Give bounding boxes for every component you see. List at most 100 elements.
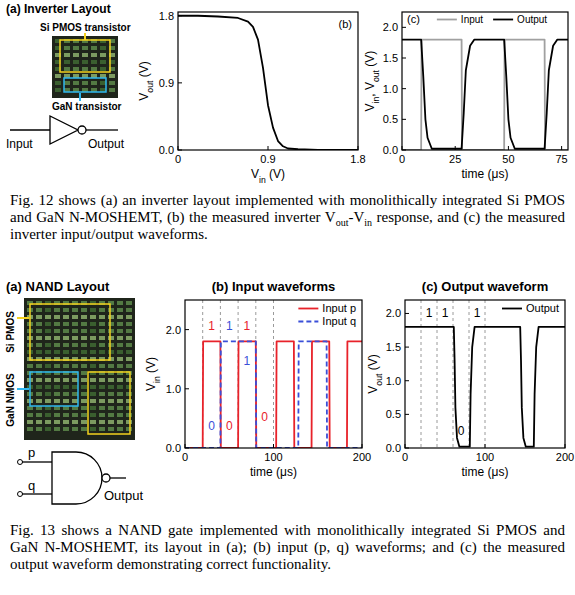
y-tick-label: 2.0	[166, 324, 181, 336]
y-tick-label: 1.5	[383, 52, 398, 64]
chart: 0.00.91.800.91.8Vin (V)Vout (V)(b)	[137, 10, 366, 185]
layout-cell	[126, 301, 132, 305]
y-tick-label: 1.0	[166, 383, 181, 395]
caption-text: Fig. 13 shows a NAND gate implemented wi…	[10, 522, 565, 572]
layout-cell	[117, 399, 123, 403]
label-part: time (μs)	[462, 465, 509, 479]
layout-cell	[36, 399, 42, 403]
layout-cell	[90, 343, 96, 347]
layout-cell	[81, 343, 87, 347]
y-tick	[402, 27, 406, 28]
x-tick	[405, 444, 406, 448]
layout-cell	[108, 427, 114, 431]
series-line	[402, 40, 568, 149]
layout-cell	[36, 392, 42, 396]
layout-cell	[90, 385, 96, 389]
layout-cell	[108, 329, 114, 333]
x-tick-label: 0	[399, 153, 405, 165]
layout-cell	[64, 81, 70, 85]
chart-title: (c)	[407, 13, 420, 25]
layout-cell	[54, 413, 60, 417]
label-part: (V)	[137, 61, 151, 80]
caption-subscript: in	[364, 217, 372, 228]
nand-bubble	[102, 474, 110, 482]
legend-item: Input q	[298, 315, 356, 327]
layout-cell	[64, 67, 70, 71]
annotation: 0	[261, 410, 268, 424]
subscript: out	[374, 373, 384, 386]
layout-cell	[27, 364, 33, 368]
layout-cell	[126, 315, 132, 319]
gate-label: p	[28, 445, 35, 460]
y-tick	[178, 150, 182, 151]
layout-cell	[109, 81, 115, 85]
layout-cell	[73, 81, 79, 85]
arrow	[79, 93, 81, 101]
layout-cell	[81, 427, 87, 431]
y-tick-label: 2.0	[383, 21, 398, 33]
layout-cell	[126, 357, 132, 361]
x-tick-label: 200	[556, 451, 574, 463]
layout-cell	[45, 385, 51, 389]
y-tick	[178, 15, 182, 16]
layout-cell	[72, 308, 78, 312]
caption: Fig. 13 shows a NAND gate implemented wi…	[10, 522, 565, 573]
legend-swatch	[493, 19, 513, 21]
reference-line	[437, 300, 438, 448]
layout-cell	[108, 343, 114, 347]
layout-cell	[45, 343, 51, 347]
gate-wire	[22, 493, 52, 494]
gan-box	[30, 372, 78, 406]
layout-cell	[126, 329, 132, 333]
layout-cell	[99, 315, 105, 319]
layout-cell	[45, 336, 51, 340]
nand-symbol	[52, 452, 102, 504]
plot-frame	[185, 300, 362, 448]
layout-cell	[126, 413, 132, 417]
x-tick	[402, 146, 403, 150]
layout-cell	[126, 385, 132, 389]
layout-cell	[109, 74, 115, 78]
chart: 0.01.02.00100200time (μs)Vin (V)(b) Inpu…	[144, 279, 371, 479]
annotation: 1	[426, 306, 433, 320]
layout-cell	[117, 350, 123, 354]
layout-cell	[117, 336, 123, 340]
legend-label: Output	[526, 302, 559, 314]
y-tick	[405, 313, 409, 314]
layout-cell	[90, 378, 96, 382]
y-tick-label: 2.0	[386, 307, 401, 319]
y-axis-label: Vin (V)	[144, 357, 162, 391]
layout-cell	[81, 322, 87, 326]
layout-cell	[36, 343, 42, 347]
nand-layout-panel: (a) NAND LayoutGaN NMOSSi PMOSpqOutput	[5, 279, 143, 504]
layout-cell	[63, 413, 69, 417]
layout-cell	[64, 46, 70, 50]
label-part: (V)	[363, 51, 377, 70]
series-line	[185, 341, 362, 448]
legend-swatch	[437, 19, 457, 21]
layout-cell	[63, 392, 69, 396]
layout-cell	[126, 420, 132, 424]
layout-cell	[72, 336, 78, 340]
layout-cell	[126, 364, 132, 368]
y-tick	[405, 448, 409, 449]
layout-cell	[108, 392, 114, 396]
layout-cell	[117, 322, 123, 326]
layout-label: Si PMOS	[5, 311, 16, 353]
layout-cell	[54, 329, 60, 333]
legend-item: Input p	[298, 302, 356, 314]
layout-cell	[108, 322, 114, 326]
y-tick-label: 1.8	[159, 10, 174, 22]
layout-cell	[54, 378, 60, 382]
layout-cell	[108, 308, 114, 312]
legend-item: Output	[493, 14, 547, 25]
layout-cell	[90, 315, 96, 319]
y-tick-label: 1.0	[383, 83, 398, 95]
layout-cell	[63, 343, 69, 347]
x-tick	[561, 146, 562, 150]
label-part: V	[366, 386, 380, 394]
layout-cell	[63, 308, 69, 312]
gate-wire	[10, 129, 50, 130]
x-tick	[178, 146, 179, 150]
layout-cell	[90, 329, 96, 333]
